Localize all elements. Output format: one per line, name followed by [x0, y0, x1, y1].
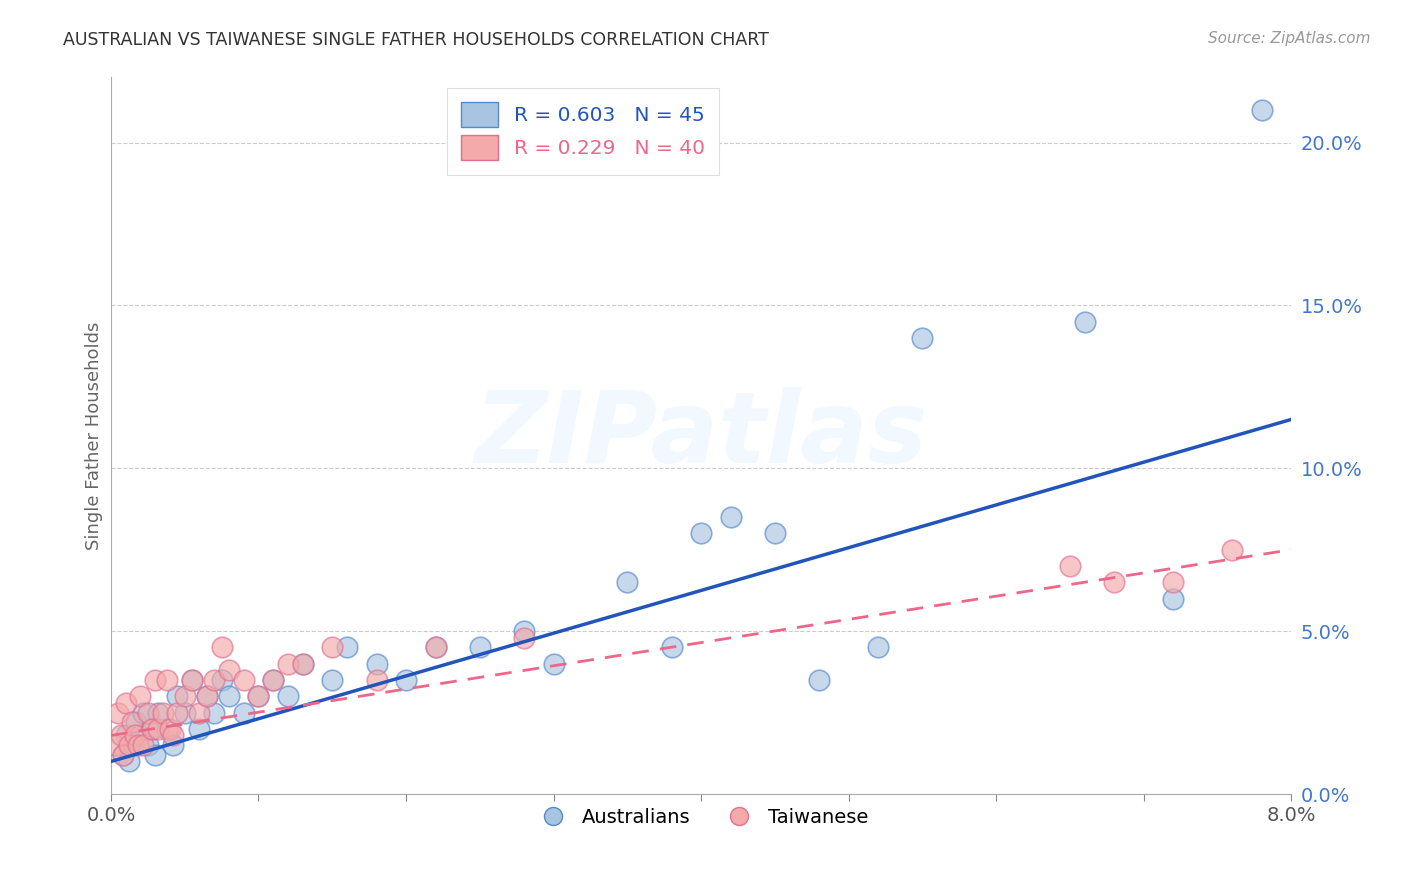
- Point: [202, 673, 225, 687]
- Point: [468, 640, 491, 655]
- Point: [211, 640, 233, 655]
- Point: [1220, 542, 1243, 557]
- Point: [321, 673, 343, 687]
- Point: [129, 690, 152, 704]
- Point: [425, 640, 447, 655]
- Point: [181, 673, 204, 687]
- Point: [321, 640, 343, 655]
- Point: [118, 738, 141, 752]
- Point: [868, 640, 890, 655]
- Point: [173, 690, 195, 704]
- Point: [513, 631, 536, 645]
- Point: [141, 722, 163, 736]
- Point: [173, 706, 195, 720]
- Point: [152, 706, 174, 720]
- Point: [661, 640, 683, 655]
- Point: [195, 690, 218, 704]
- Point: [808, 673, 831, 687]
- Point: [247, 690, 270, 704]
- Point: [166, 690, 188, 704]
- Point: [166, 706, 188, 720]
- Point: [1250, 103, 1272, 117]
- Point: [218, 690, 240, 704]
- Point: [291, 657, 314, 671]
- Point: [247, 690, 270, 704]
- Point: [124, 728, 146, 742]
- Point: [366, 673, 388, 687]
- Text: ZIPatlas: ZIPatlas: [474, 387, 928, 484]
- Point: [111, 747, 134, 762]
- Point: [110, 728, 132, 742]
- Point: [218, 663, 240, 677]
- Point: [1102, 575, 1125, 590]
- Point: [336, 640, 359, 655]
- Point: [1161, 575, 1184, 590]
- Point: [277, 657, 299, 671]
- Point: [162, 728, 184, 742]
- Point: [425, 640, 447, 655]
- Point: [122, 738, 145, 752]
- Point: [156, 722, 179, 736]
- Point: [513, 624, 536, 639]
- Point: [136, 706, 159, 720]
- Point: [129, 728, 152, 742]
- Point: [127, 738, 149, 752]
- Point: [143, 673, 166, 687]
- Point: [616, 575, 638, 590]
- Point: [366, 657, 388, 671]
- Point: [1059, 559, 1081, 574]
- Point: [262, 673, 284, 687]
- Point: [107, 706, 129, 720]
- Legend: Australians, Taiwanese: Australians, Taiwanese: [526, 800, 876, 835]
- Point: [146, 722, 169, 736]
- Point: [195, 690, 218, 704]
- Point: [114, 728, 136, 742]
- Point: [159, 722, 181, 736]
- Point: [911, 331, 934, 345]
- Point: [181, 673, 204, 687]
- Point: [188, 722, 211, 736]
- Point: [232, 706, 254, 720]
- Y-axis label: Single Father Households: Single Father Households: [86, 321, 103, 550]
- Point: [111, 747, 134, 762]
- Point: [291, 657, 314, 671]
- Point: [211, 673, 233, 687]
- Point: [162, 738, 184, 752]
- Text: AUSTRALIAN VS TAIWANESE SINGLE FATHER HOUSEHOLDS CORRELATION CHART: AUSTRALIAN VS TAIWANESE SINGLE FATHER HO…: [63, 31, 769, 49]
- Point: [146, 706, 169, 720]
- Point: [262, 673, 284, 687]
- Text: Source: ZipAtlas.com: Source: ZipAtlas.com: [1208, 31, 1371, 46]
- Point: [1073, 315, 1095, 329]
- Point: [395, 673, 418, 687]
- Point: [132, 738, 155, 752]
- Point: [763, 526, 786, 541]
- Point: [277, 690, 299, 704]
- Point: [104, 738, 127, 752]
- Point: [141, 722, 163, 736]
- Point: [1161, 591, 1184, 606]
- Point: [188, 706, 211, 720]
- Point: [136, 738, 159, 752]
- Point: [125, 715, 148, 730]
- Point: [121, 715, 143, 730]
- Point: [114, 696, 136, 710]
- Point: [690, 526, 713, 541]
- Point: [156, 673, 179, 687]
- Point: [132, 706, 155, 720]
- Point: [232, 673, 254, 687]
- Point: [543, 657, 565, 671]
- Point: [118, 755, 141, 769]
- Point: [202, 706, 225, 720]
- Point: [143, 747, 166, 762]
- Point: [720, 510, 742, 524]
